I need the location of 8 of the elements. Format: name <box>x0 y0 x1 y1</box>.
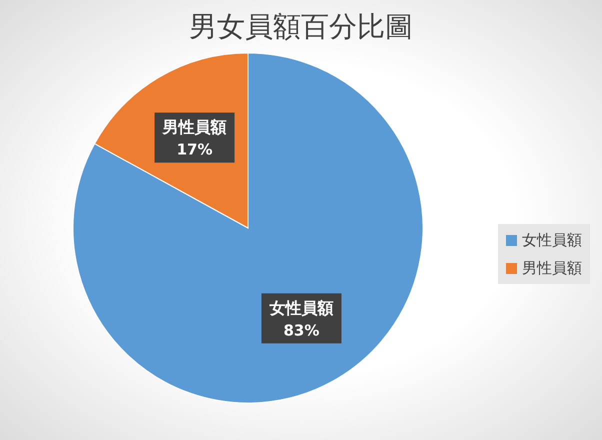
slice-label: 女性員額 <box>522 230 582 250</box>
slice-label: 男性員額 <box>162 118 227 137</box>
data-label: 17% <box>176 140 213 159</box>
legend-label: 男性員額 <box>522 258 582 278</box>
chart-title: 男女員額百分比圖 <box>188 9 414 45</box>
slice-label: 女性員額 <box>268 298 334 318</box>
data-label: 83% <box>283 321 320 340</box>
pie-slice <box>72 52 424 404</box>
